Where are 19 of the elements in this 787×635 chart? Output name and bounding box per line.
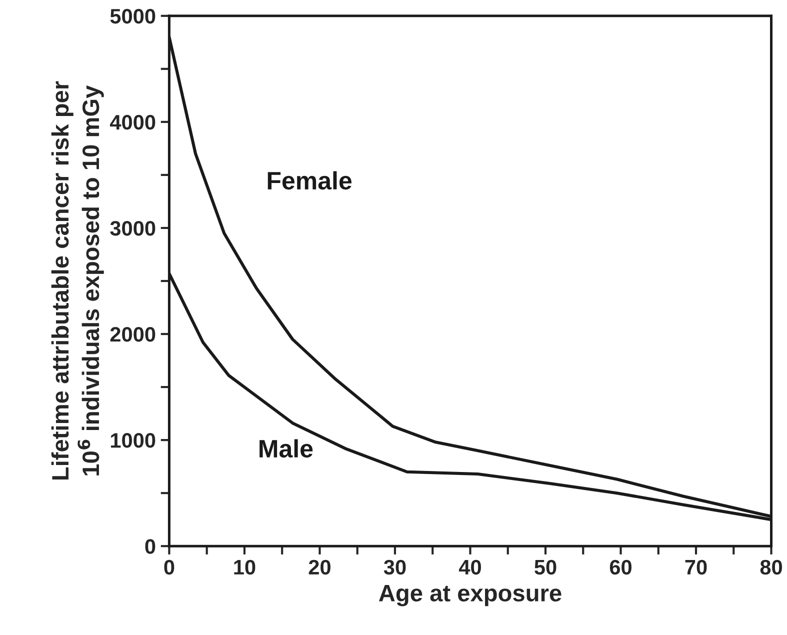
text: Female — [268, 171, 352, 190]
x-tick-label: 40 — [458, 560, 481, 575]
x-tick-label: 80 — [760, 560, 782, 575]
x-tick-label: 30 — [384, 560, 406, 575]
y-tick-label: 4000 — [110, 114, 156, 130]
y-tick-label: 3000 — [110, 220, 156, 236]
x-tick-label: 50 — [534, 560, 556, 575]
x-tick-label: 0 — [164, 560, 174, 575]
y-tick-label: 5000 — [110, 8, 156, 24]
y-axis-title: Lifetime attributable cancer risk per 10$^{6}$ individuals exposed to 10 mGy — [51, 81, 104, 480]
x-axis-title: Age at exposure — [378, 585, 562, 606]
x-tick-label: 60 — [610, 560, 632, 575]
y-tick-label: 0 — [145, 539, 156, 554]
x-tick-label: 20 — [308, 560, 330, 575]
x-tick-label: 10 — [234, 560, 256, 575]
y-tick-label: 2000 — [110, 327, 156, 342]
series-label: Male — [260, 439, 313, 458]
x-tick-label: 70 — [685, 560, 707, 575]
y-tick-label: 1000 — [110, 433, 156, 448]
